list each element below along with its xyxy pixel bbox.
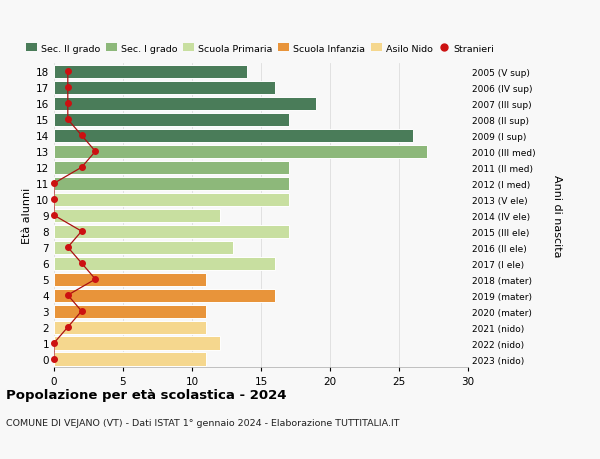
Bar [54,353,206,366]
Y-axis label: Età alunni: Età alunni [22,188,32,244]
Point [91,148,100,156]
Bar [54,82,275,95]
Point [63,68,73,76]
Point [63,117,73,124]
Bar [54,98,316,111]
Bar [54,146,427,158]
Point [49,340,59,347]
Bar [54,257,275,270]
Bar [54,305,206,318]
Bar [54,66,247,79]
Point [63,84,73,92]
Text: Popolazione per età scolastica - 2024: Popolazione per età scolastica - 2024 [6,388,287,401]
Point [63,324,73,331]
Bar [54,113,289,127]
Bar [54,193,289,207]
Bar [54,129,413,143]
Bar [54,337,220,350]
Point [49,356,59,363]
Point [77,228,86,235]
Bar [54,225,289,238]
Point [77,260,86,267]
Point [49,196,59,203]
Point [77,164,86,172]
Point [63,101,73,108]
Point [91,276,100,283]
Point [77,308,86,315]
Bar [54,273,206,286]
Point [63,244,73,251]
Bar [54,289,275,302]
Point [49,212,59,219]
Bar [54,321,206,334]
Point [49,180,59,188]
Bar [54,209,220,222]
Point [77,132,86,140]
Bar [54,177,289,190]
Legend: Sec. II grado, Sec. I grado, Scuola Primaria, Scuola Infanzia, Asilo Nido, Stran: Sec. II grado, Sec. I grado, Scuola Prim… [26,45,494,54]
Point [63,292,73,299]
Bar [54,162,289,174]
Bar [54,241,233,254]
Y-axis label: Anni di nascita: Anni di nascita [553,174,562,257]
Text: COMUNE DI VEJANO (VT) - Dati ISTAT 1° gennaio 2024 - Elaborazione TUTTITALIA.IT: COMUNE DI VEJANO (VT) - Dati ISTAT 1° ge… [6,418,400,427]
